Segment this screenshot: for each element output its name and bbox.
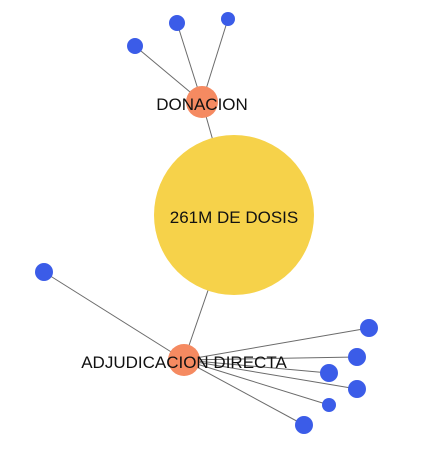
adjudicacion-category-node[interactable] <box>168 344 200 376</box>
labels-layer: DONACION 261M DE DOSIS ADJUDICACION DIRE… <box>81 95 298 372</box>
donacion-leaf-node[interactable] <box>169 15 185 31</box>
adjudicacion-leaf-edge <box>183 327 370 361</box>
adjudicacion-leaf-edge <box>183 356 358 361</box>
center-node[interactable] <box>154 135 314 295</box>
adjudicacion-leaf-node[interactable] <box>360 319 378 337</box>
adjudicacion-leaf-node[interactable] <box>295 416 313 434</box>
adjudicacion-label: ADJUDICACION DIRECTA <box>81 353 287 372</box>
donacion-leaf-node[interactable] <box>127 38 143 54</box>
nodes-layer <box>35 12 378 434</box>
adjudicacion-leaf-edge <box>183 359 305 426</box>
adjudicacion-leaf-node[interactable] <box>322 398 336 412</box>
adjudicacion-leaf-edge <box>183 359 330 406</box>
adjudicacion-leaf-node[interactable] <box>320 364 338 382</box>
adjudicacion-leaf-node[interactable] <box>35 263 53 281</box>
adjudicacion-leaf-edge <box>43 271 185 361</box>
donacion-leaf-node[interactable] <box>221 12 235 26</box>
donacion-label: DONACION <box>156 95 248 114</box>
adjudicacion-leaf-node[interactable] <box>348 380 366 398</box>
center-label: 261M DE DOSIS <box>170 208 299 227</box>
adjudicacion-leaf-node[interactable] <box>348 348 366 366</box>
adjudicacion-leaf-edge <box>183 359 358 390</box>
donacion-category-node[interactable] <box>186 86 218 118</box>
adjudicacion-leaf-edge <box>183 359 330 374</box>
